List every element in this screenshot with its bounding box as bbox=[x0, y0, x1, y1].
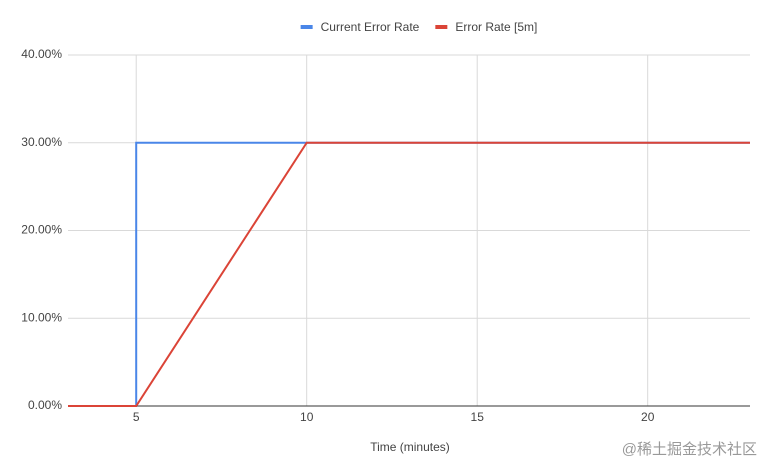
legend-label: Error Rate [5m] bbox=[455, 20, 537, 34]
x-tick-label: 5 bbox=[133, 410, 140, 424]
series-line bbox=[68, 141, 750, 407]
y-tick-label: 40.00% bbox=[21, 47, 62, 61]
x-axis-title: Time (minutes) bbox=[370, 440, 450, 454]
x-tick-label: 10 bbox=[300, 410, 314, 424]
y-tick-label: 10.00% bbox=[21, 310, 62, 324]
legend-label: Current Error Rate bbox=[321, 20, 420, 34]
y-tick-label: 30.00% bbox=[21, 135, 62, 149]
y-tick-label: 20.00% bbox=[21, 223, 62, 237]
legend: Current Error Rate Error Rate [5m] bbox=[300, 20, 537, 34]
watermark: @稀土掘金技术社区 bbox=[622, 441, 757, 458]
legend-swatch bbox=[435, 25, 448, 29]
x-tick-label: 15 bbox=[471, 410, 485, 424]
y-tick-label: 0.00% bbox=[28, 398, 62, 412]
legend-swatch bbox=[300, 25, 313, 29]
x-tick-label: 20 bbox=[641, 410, 655, 424]
